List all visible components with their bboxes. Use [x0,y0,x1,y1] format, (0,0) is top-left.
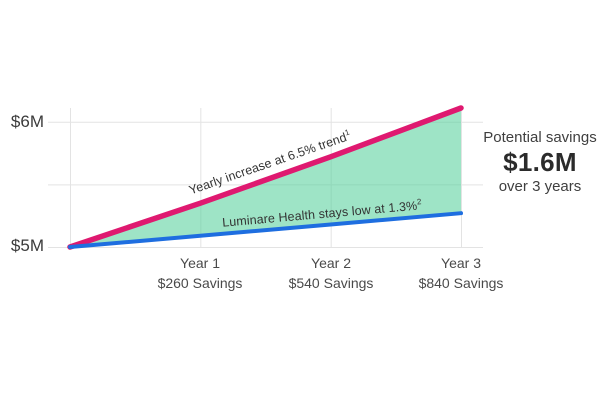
luminare-health-line [68,211,463,249]
x-axis-tick-year1: Year 1 $260 Savings [135,253,265,293]
savings-callout-title: Potential savings [483,129,597,146]
x-tick-label: Year 1 [180,255,220,271]
footnote-marker-2: 2 [416,197,422,207]
y-axis-tick-6m: $6M [10,112,44,131]
x-tick-sublabel: $260 Savings [157,275,243,291]
x-axis-tick-year3: Year 3 $840 Savings [396,253,526,293]
x-axis-tick-year2: Year 2 $540 Savings [266,253,396,293]
x-tick-label: Year 2 [311,255,351,271]
y-axis-tick-5m: $5M [10,236,44,255]
savings-amount: $1.6M [503,147,577,177]
yearly-increase-trend-line [67,105,464,250]
x-tick-label: Year 3 [441,255,481,271]
x-tick-sublabel: $540 Savings [288,275,374,291]
x-tick-sublabel: $840 Savings [418,275,504,291]
savings-fill-area [70,108,461,247]
potential-savings-callout: Potential savings $1.6M over 3 years [478,128,600,196]
savings-callout-caption: over 3 years [498,178,582,195]
